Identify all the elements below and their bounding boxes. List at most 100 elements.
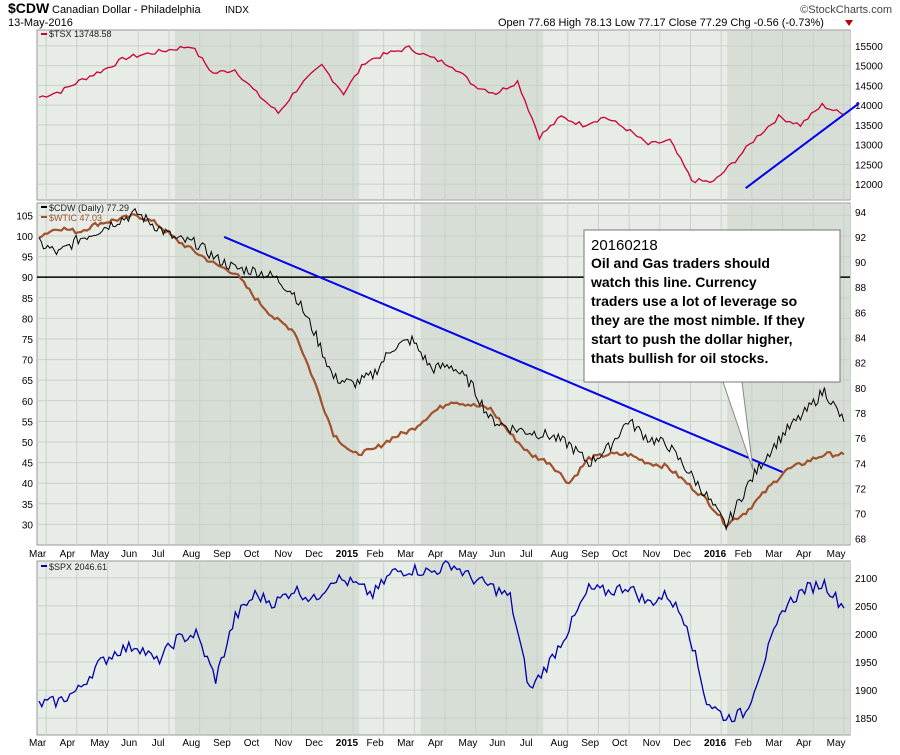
annotation-line: start to push the dollar higher,	[591, 331, 792, 347]
y-tick-label: 2000	[855, 630, 878, 641]
y-tick-label: 15000	[855, 62, 883, 73]
x-tick-label: Jun	[489, 738, 505, 749]
tsx-panel: 12000 12500 13000 13500 14000 14500 15000 15500…	[36, 29, 883, 201]
x-tick-label: Feb	[366, 738, 384, 749]
wtic-line	[38, 213, 845, 529]
x-tick-label: Sep	[581, 549, 599, 560]
x-tick-label: Mar	[765, 549, 783, 560]
y-tick-label-right: 94	[855, 208, 867, 219]
y-tick-label: 1950	[855, 658, 878, 669]
x-tick-label: Oct	[612, 549, 628, 560]
x-tick-label: May	[90, 549, 109, 560]
x-tick-label: Apr	[796, 549, 812, 560]
x-tick-label: Nov	[643, 738, 661, 749]
x-tick-label: Oct	[612, 738, 628, 749]
y-tick-label-left: 65	[22, 376, 34, 387]
x-tick-label: Jul	[152, 549, 165, 560]
chart-symbol: $CDW	[8, 0, 50, 16]
annotation-line: Oil and Gas traders should	[591, 255, 770, 271]
x-tick-label: Jun	[121, 549, 137, 560]
y-tick-label-right: 90	[855, 258, 867, 269]
cdw-trendline	[223, 236, 783, 473]
y-tick-label-right: 68	[855, 535, 867, 546]
y-tick-label-right: 76	[855, 434, 867, 445]
y-tick-label-left: 35	[22, 500, 34, 511]
y-tick-label: 13500	[855, 121, 883, 132]
y-tick-label-left: 60	[22, 397, 34, 408]
spx-panel: 1850 1900 1950 2000 2050 2100 $SPX 2046.61 Mar A…	[29, 560, 878, 749]
y-tick-label-right: 86	[855, 308, 867, 319]
shaded-band	[420, 204, 544, 544]
y-tick-label-left: 105	[16, 211, 33, 222]
x-tick-label: Mar	[397, 738, 415, 749]
shaded-band	[420, 562, 544, 734]
x-tick-label: 2016	[704, 549, 727, 560]
y-tick-label: 13000	[855, 141, 883, 152]
x-tick-label: Feb	[735, 738, 753, 749]
y-tick-label-left: 55	[22, 417, 34, 428]
shaded-band	[727, 31, 850, 199]
y-tick-label-left: 70	[22, 356, 34, 367]
x-tick-label: Nov	[274, 549, 292, 560]
y-tick-label: 12000	[855, 180, 883, 191]
x-tick-label: Nov	[274, 738, 292, 749]
ohlc-readout: Open 77.68 High 78.13 Low 77.17 Close 77…	[498, 17, 824, 29]
change-down-icon	[845, 20, 853, 26]
y-tick-label-right: 80	[855, 384, 867, 395]
x-tick-label: Apr	[428, 549, 444, 560]
x-tick-label: 2016	[704, 738, 727, 749]
shaded-band	[727, 562, 850, 734]
cdw-line	[38, 207, 845, 532]
x-tick-label: Apr	[796, 738, 812, 749]
x-tick-label: Dec	[305, 549, 323, 560]
y-tick-label-left: 30	[22, 520, 34, 531]
x-tick-label: May	[827, 738, 846, 749]
x-tick-label: Sep	[213, 738, 231, 749]
y-tick-label-right: 92	[855, 233, 867, 244]
y-tick-label: 14000	[855, 101, 883, 112]
x-tick-label: Oct	[244, 738, 260, 749]
y-tick-label: 15500	[855, 42, 883, 53]
y-tick-label-left: 100	[16, 232, 33, 243]
x-tick-label: Jul	[520, 549, 533, 560]
y-tick-label-right: 78	[855, 409, 867, 420]
shaded-band	[175, 31, 360, 199]
tsx-legend: $TSX 13748.58	[49, 29, 112, 39]
chart-exchange: INDX	[225, 5, 249, 16]
tsx-trendline	[745, 102, 860, 189]
x-tick-label: May	[459, 738, 478, 749]
x-tick-label: Sep	[581, 738, 599, 749]
y-tick-label-right: 84	[855, 334, 867, 345]
x-tick-label: Jun	[489, 549, 505, 560]
y-tick-label-left: 40	[22, 479, 34, 490]
y-tick-label-left: 75	[22, 335, 34, 346]
chart-date: 13-May-2016	[8, 17, 73, 29]
y-tick-label: 12500	[855, 160, 883, 171]
x-tick-label: Sep	[213, 549, 231, 560]
shaded-band	[175, 562, 360, 734]
x-tick-label: Mar	[765, 738, 783, 749]
annotation-line: traders use a lot of leverage so	[591, 293, 797, 309]
x-tick-label: Apr	[60, 549, 76, 560]
x-tick-label: Feb	[366, 549, 384, 560]
y-tick-label-left: 80	[22, 314, 34, 325]
annotation-box	[583, 229, 841, 383]
y-tick-label-right: 70	[855, 510, 867, 521]
x-tick-label: Aug	[182, 738, 200, 749]
annotation-callout: 20160218 Oil and Gas traders should watc…	[583, 229, 841, 471]
y-tick-label-left: 45	[22, 459, 34, 470]
y-tick-label-right: 88	[855, 283, 867, 294]
y-tick-label-right: 72	[855, 484, 867, 495]
y-tick-label: 1900	[855, 686, 878, 697]
x-tick-label: Oct	[244, 549, 260, 560]
x-tick-label: Dec	[673, 738, 691, 749]
x-tick-label: Aug	[182, 549, 200, 560]
wtic-legend: $WTIC 47.03	[49, 213, 102, 223]
x-tick-label: Mar	[29, 738, 47, 749]
x-tick-label: Feb	[735, 549, 753, 560]
cdw-legend: $CDW (Daily) 77.29	[49, 203, 129, 213]
y-tick-label: 2050	[855, 602, 878, 613]
annotation-title: 20160218	[591, 237, 658, 254]
x-tick-label: Mar	[29, 549, 47, 560]
